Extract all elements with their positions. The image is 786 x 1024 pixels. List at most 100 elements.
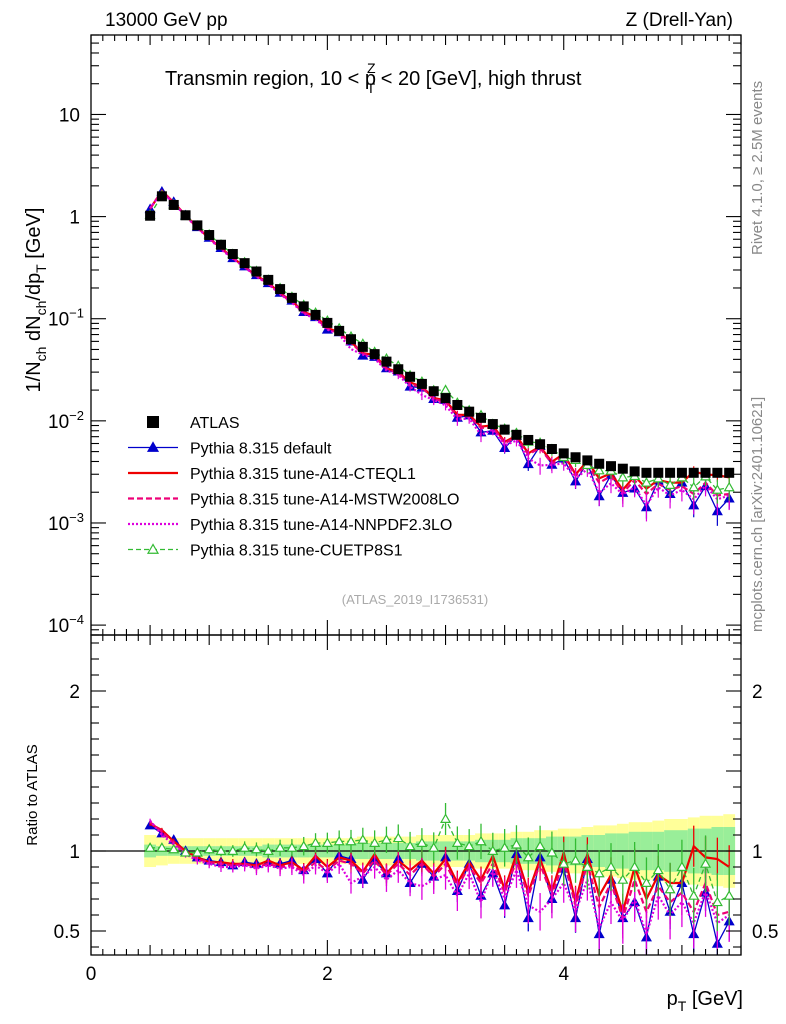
y-tick-label-exp: −2 — [69, 408, 84, 423]
series-5-ratio-marker — [570, 854, 582, 865]
legend-label: Pythia 8.315 tune-A14-NNPDF2.3LO — [190, 517, 452, 534]
y-tick-label: 10−4 — [48, 612, 84, 637]
atlas-data-point — [440, 393, 451, 404]
series-5-ratio-marker — [357, 834, 369, 844]
series-3-line — [149, 189, 730, 497]
series-5-ratio-marker — [499, 842, 511, 852]
series-3-ratio-line — [149, 821, 730, 922]
series-5-ratio-marker — [156, 842, 168, 852]
legend-entry: Pythia 8.315 tune-A14-CTEQL1 — [128, 466, 416, 483]
ratio-axis-title: Ratio to ATLAS — [24, 744, 41, 845]
series-5-ratio-marker — [191, 846, 203, 857]
atlas-data-point — [322, 317, 333, 328]
series-5-ratio-marker — [440, 813, 452, 823]
legend-entry: Pythia 8.315 tune-A14-NNPDF2.3LO — [128, 517, 452, 534]
series-5-ratio-marker — [652, 864, 664, 875]
y-tick-label: 10 — [59, 105, 80, 126]
y-axis-title: 1/Nch dNch/dpT [GeV] — [23, 208, 49, 393]
atlas-data-point — [582, 455, 593, 466]
atlas-data-point — [712, 467, 723, 478]
series-5-ratio-marker — [380, 834, 392, 844]
series-5-marker — [688, 481, 700, 492]
atlas-data-point — [227, 249, 238, 260]
series-5-marker — [440, 384, 452, 394]
series-5-ratio-marker — [676, 861, 688, 871]
ratio-data-layer — [91, 803, 741, 955]
atlas-data-point — [168, 199, 179, 210]
legend-entry: Pythia 8.315 tune-A14-MSTW2008LO — [128, 492, 459, 509]
atlas-data-point — [641, 467, 652, 478]
series-5-ratio-marker — [640, 877, 652, 887]
ratio-y-tick-label-right: 2 — [752, 682, 763, 703]
legend-label: Pythia 8.315 default — [190, 441, 332, 458]
atlas-data-point — [523, 434, 534, 445]
ratio-y-tick-label-left: 2 — [69, 682, 80, 703]
atlas-data-point — [216, 239, 226, 250]
atlas-data-point — [665, 467, 676, 478]
series-5-ratio-marker — [617, 874, 629, 884]
atlas-data-point — [688, 467, 699, 478]
process-label: Z (Drell-Yan) — [626, 10, 733, 31]
ratio-y-tick-label-left: 0.5 — [54, 922, 80, 943]
series-5-ratio-marker — [558, 858, 570, 868]
atlas-data-point — [653, 467, 664, 478]
atlas-data-point — [357, 341, 368, 352]
ratio-y-tick-label-left: 1 — [69, 842, 80, 863]
legend-label: Pythia 8.315 tune-A14-CTEQL1 — [190, 466, 416, 483]
atlas-data-point — [204, 230, 215, 241]
series-3-main — [149, 189, 730, 509]
series-5-ratio-marker — [274, 842, 286, 852]
series-5-ratio-marker — [144, 842, 156, 852]
atlas-data-point — [476, 412, 486, 423]
y-tick-label-base: 10 — [48, 514, 69, 535]
series-5-ratio-marker — [723, 890, 735, 900]
series-5-ratio-marker — [310, 837, 322, 847]
atlas-data-point — [381, 356, 392, 367]
y-tick-label-exp: −1 — [69, 306, 84, 321]
ratio-ticks: 0 2 4 2 2 1 1 0.5 0.5 — [54, 635, 778, 985]
series-5-ratio-marker — [298, 840, 310, 851]
series-5-ratio-marker — [534, 840, 546, 851]
series-5-ratio-marker — [475, 835, 487, 846]
series-5-marker — [593, 464, 605, 475]
legend-label: Pythia 8.315 tune-CUETP8S1 — [190, 543, 403, 560]
series-5-marker — [617, 471, 629, 482]
series-4-ratio-line — [149, 819, 730, 938]
x-tick-label: 0 — [86, 964, 97, 985]
legend-swatch-marker — [146, 543, 160, 554]
series-5-ratio-marker — [215, 845, 227, 855]
atlas-data-point — [192, 220, 203, 231]
atlas-data-point — [546, 444, 557, 455]
y-tick-label: 1 — [69, 208, 80, 229]
series-5-ratio-marker — [428, 842, 440, 852]
series-5-ratio-marker — [463, 840, 475, 851]
atlas-data-point — [239, 258, 250, 269]
y-tick-label-base: 10 — [48, 616, 69, 637]
main-title: Transmin region, 10 < pZ T < 20 [GeV], hi… — [165, 60, 582, 96]
analysis-watermark: (ATLAS_2019_I1736531) — [342, 592, 488, 607]
atlas-data-point — [617, 463, 628, 474]
atlas-data-point — [275, 284, 286, 295]
legend-entry: Pythia 8.315 tune-CUETP8S1 — [128, 543, 403, 560]
series-5-ratio-marker — [262, 845, 274, 855]
y-tick-label: 10−1 — [48, 306, 84, 331]
atlas-data-point — [145, 210, 156, 221]
atlas-data-point — [428, 386, 439, 397]
series-5-ratio — [144, 803, 735, 932]
series-5-ratio-marker — [664, 883, 676, 894]
legend-entry: ATLAS — [147, 415, 240, 432]
atlas-data-point — [487, 419, 498, 430]
atlas-data-point — [606, 461, 616, 472]
atlas-data-point — [594, 458, 605, 469]
atlas-data-point — [286, 292, 297, 303]
atlas-data-point — [405, 371, 416, 382]
series-5-ratio-marker — [605, 861, 617, 871]
atlas-data-point — [310, 309, 321, 320]
y-tick-label-base: 10 — [48, 310, 69, 331]
series-5-ratio-marker — [239, 842, 251, 852]
legend-swatch-marker — [146, 441, 160, 452]
atlas-data-point — [393, 364, 404, 375]
legend: ATLAS Pythia 8.315 default Pythia 8.315 tu… — [128, 415, 459, 560]
